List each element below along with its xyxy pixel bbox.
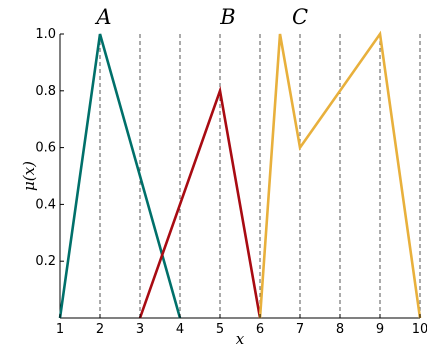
x-tick-label-4: 4 xyxy=(176,322,184,337)
x-tick-label-1: 1 xyxy=(56,322,64,337)
x-tick-label-5: 5 xyxy=(216,322,224,337)
curve-labels: A B C xyxy=(94,5,308,29)
axes xyxy=(59,34,420,319)
x-axis-label: x xyxy=(236,330,245,347)
y-tick-label-0.8: 0.8 xyxy=(35,84,56,99)
y-tick-label-1.0: 1.0 xyxy=(35,27,56,42)
y-tick-label-0.2: 0.2 xyxy=(35,254,56,269)
y-axis-label: μ(x) xyxy=(20,161,38,191)
series-line-B xyxy=(138,85,262,319)
series-line-C xyxy=(258,30,422,319)
y-tick-label-0.6: 0.6 xyxy=(35,141,56,156)
x-tick-label-3: 3 xyxy=(136,322,144,337)
x-tick-label-9: 9 xyxy=(376,322,384,337)
curve-label-B: B xyxy=(219,5,235,29)
curve-label-C: C xyxy=(292,5,308,29)
series-line-A xyxy=(58,33,182,319)
x-tick-label-10: 10 xyxy=(412,322,427,337)
x-tick-label-6: 6 xyxy=(256,322,264,337)
x-tick-label-8: 8 xyxy=(336,322,344,337)
x-tick-label-7: 7 xyxy=(296,322,304,337)
x-tick-label-2: 2 xyxy=(96,322,104,337)
curve-label-A: A xyxy=(94,5,111,29)
y-tick-label-0.4: 0.4 xyxy=(35,197,56,212)
series-lines xyxy=(58,30,422,319)
tick-labels: 1 2 3 4 5 6 7 8 9 10 0.2 0.4 0.6 0.8 1.0 xyxy=(35,27,427,337)
grid-lines xyxy=(99,34,421,318)
